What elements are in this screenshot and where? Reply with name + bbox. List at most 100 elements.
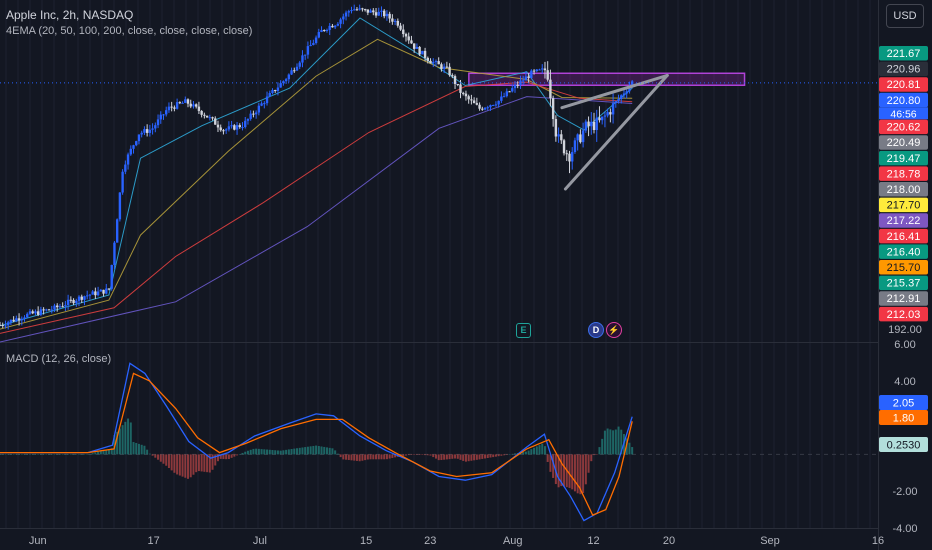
candle-body <box>481 108 484 110</box>
histogram-bar <box>576 454 579 494</box>
histogram-bar <box>383 454 386 460</box>
histogram-bar <box>173 454 176 473</box>
histogram-bar <box>0 454 1 455</box>
candle-body <box>451 75 454 77</box>
candle-body <box>620 95 623 100</box>
histogram-bar <box>377 454 380 460</box>
candle-body <box>396 20 400 26</box>
candle-body <box>442 66 446 69</box>
histogram-bar <box>75 454 78 455</box>
histogram-bar <box>584 454 587 485</box>
candle-body <box>361 8 364 10</box>
histogram-bar <box>249 449 252 455</box>
histogram-bar <box>413 454 416 455</box>
time-tick-label: 23 <box>424 535 436 547</box>
candle-body <box>592 121 596 131</box>
histogram-bar <box>415 454 418 455</box>
candle-body <box>579 134 582 143</box>
candle-body <box>595 117 598 131</box>
histogram-bar <box>549 454 552 472</box>
candle-body <box>28 311 32 314</box>
histogram-bar <box>309 446 312 455</box>
wedge-lines <box>0 73 878 191</box>
candle-body <box>538 69 541 71</box>
histogram-bar <box>255 448 258 455</box>
candle-body <box>244 120 247 128</box>
histogram-bar <box>366 454 369 460</box>
indicator-legend[interactable]: 4EMA (20, 50, 100, 200, close, close, cl… <box>6 25 253 37</box>
candle-body <box>404 34 408 37</box>
histogram-bar <box>489 454 492 458</box>
candle-body <box>53 305 56 310</box>
candle-body <box>246 118 250 121</box>
candle-body <box>630 81 634 87</box>
candle-body <box>557 134 560 137</box>
histogram-bar <box>192 454 195 475</box>
dividend-marker[interactable]: D <box>588 322 604 338</box>
price-label: 219.47 <box>887 153 921 165</box>
price-label-bg <box>879 150 928 166</box>
price-label: 212.91 <box>887 293 921 305</box>
candle-body <box>121 171 124 193</box>
candle-body <box>440 64 443 69</box>
split-marker[interactable]: ⚡ <box>606 322 622 338</box>
candle-body <box>257 105 261 113</box>
candle-body <box>617 99 620 102</box>
macd-legend[interactable]: MACD (12, 26, close) <box>6 353 112 365</box>
histogram-bar <box>473 454 476 461</box>
histogram-bar <box>241 452 244 455</box>
candle-body <box>96 291 100 296</box>
price-label-bg <box>879 182 928 197</box>
candle-body <box>91 291 94 295</box>
candle-body <box>462 92 465 94</box>
time-axis: Jun 17 Jul 15 23 Aug 12 20 Sep 16 <box>29 535 884 547</box>
symbol-title[interactable]: Apple Inc, 2h, NASDAQ <box>6 8 134 22</box>
histogram-bar <box>609 429 612 455</box>
candle-body <box>148 129 152 133</box>
ema-line <box>0 17 633 327</box>
histogram-bar <box>214 454 217 466</box>
histogram-bar <box>244 451 247 455</box>
candle-body <box>69 299 73 301</box>
histogram-bar <box>72 454 75 455</box>
histogram-bar <box>99 451 102 455</box>
grid <box>0 0 932 529</box>
histogram-bar <box>216 454 219 462</box>
candle-body <box>230 125 233 127</box>
candle-body <box>483 107 487 110</box>
candle-body <box>287 74 291 80</box>
candle-body <box>399 25 402 30</box>
candle-body <box>505 91 509 97</box>
histogram-bar <box>4 454 7 455</box>
histogram-bar <box>48 454 51 455</box>
candle-body <box>4 325 7 327</box>
histogram-bar <box>42 454 45 455</box>
histogram-bar <box>187 454 190 479</box>
candle-body <box>219 127 222 131</box>
candle-body <box>478 104 481 109</box>
earnings-marker[interactable]: E <box>516 323 531 338</box>
candle-body <box>72 299 75 304</box>
candle-body <box>328 25 331 30</box>
candle-body <box>77 296 81 301</box>
candle-body <box>189 103 192 107</box>
candle-body <box>372 10 375 13</box>
currency-button[interactable]: USD <box>886 4 924 28</box>
candle-body <box>521 80 525 82</box>
candle-body <box>527 76 530 78</box>
histogram-bar <box>568 454 571 488</box>
candle-body <box>6 322 10 326</box>
price-label: 217.70 <box>887 200 921 212</box>
histogram-bar <box>61 454 64 455</box>
histogram-bar <box>364 454 367 461</box>
candle-body <box>39 309 43 315</box>
histogram-bar <box>189 454 192 478</box>
candle-body <box>524 76 528 81</box>
histogram-bar <box>620 429 623 455</box>
histogram-bar <box>31 454 34 455</box>
histogram-bar <box>12 454 15 455</box>
histogram-bar <box>418 454 421 455</box>
candle-body <box>140 132 143 135</box>
histogram-bar <box>524 451 527 455</box>
